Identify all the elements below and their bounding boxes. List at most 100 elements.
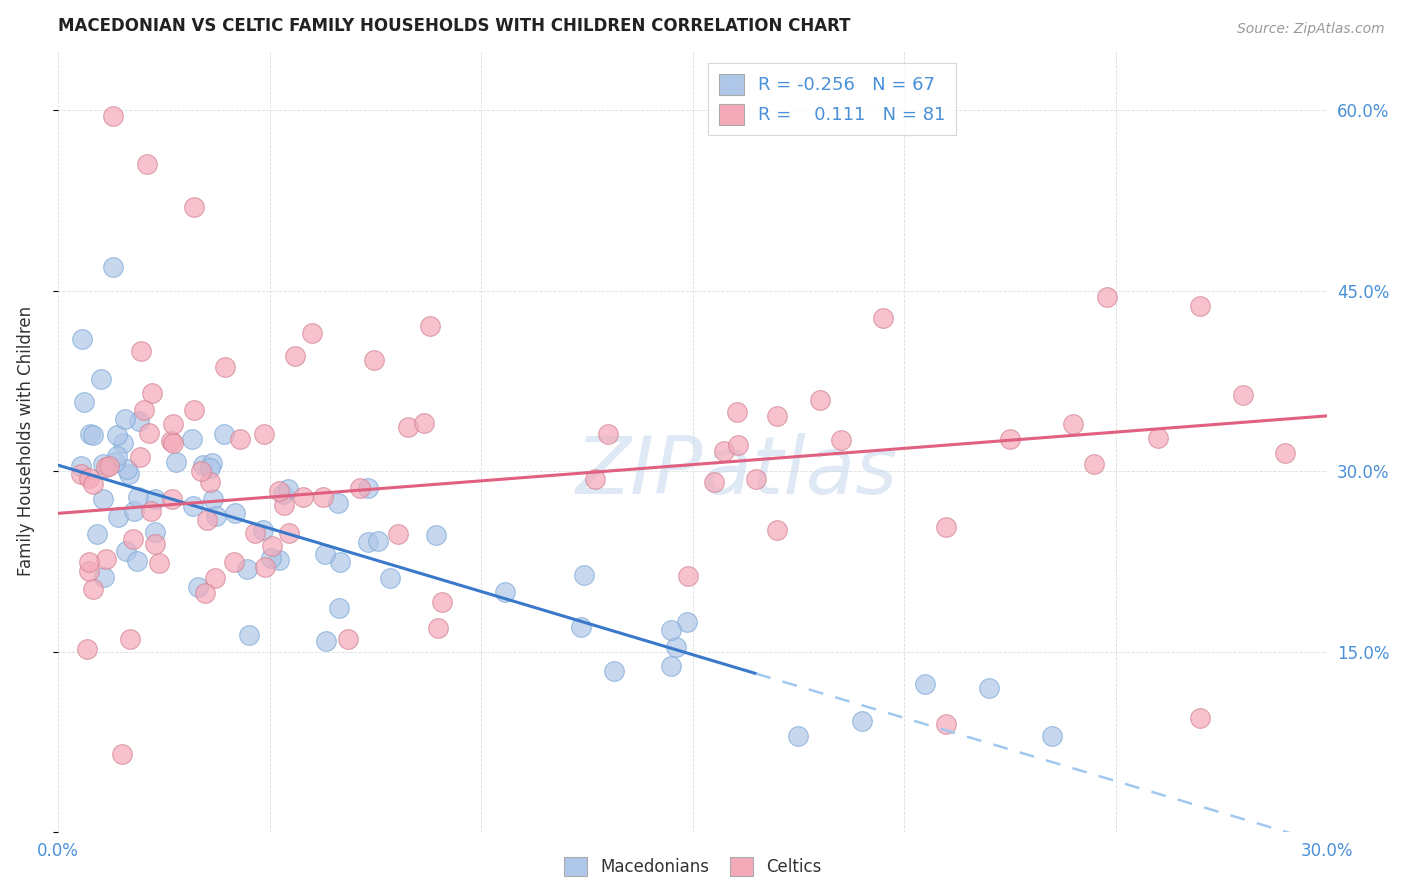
- Point: [148, 556, 170, 570]
- Point: [598, 426, 620, 441]
- Point: [96, 552, 118, 566]
- Text: Source: ZipAtlas.com: Source: ZipAtlas.com: [1237, 22, 1385, 37]
- Point: [105, 428, 128, 442]
- Point: [77, 556, 100, 570]
- Point: [79, 471, 101, 485]
- Point: [195, 513, 218, 527]
- Point: [138, 425, 160, 440]
- Point: [181, 500, 204, 514]
- Point: [678, 568, 700, 582]
- Point: [267, 553, 290, 567]
- Point: [70, 332, 93, 346]
- Point: [312, 490, 335, 504]
- Point: [198, 460, 221, 475]
- Point: [107, 510, 129, 524]
- Point: [120, 632, 142, 647]
- Point: [162, 435, 184, 450]
- Point: [326, 496, 349, 510]
- Point: [190, 464, 212, 478]
- Point: [201, 456, 224, 470]
- Point: [1040, 729, 1063, 743]
- Point: [128, 414, 150, 428]
- Point: [659, 623, 682, 637]
- Point: [115, 462, 138, 476]
- Point: [583, 471, 606, 485]
- Point: [603, 665, 626, 679]
- Point: [187, 580, 209, 594]
- Point: [96, 459, 118, 474]
- Point: [212, 427, 235, 442]
- Point: [1147, 432, 1170, 446]
- Point: [118, 467, 141, 482]
- Point: [727, 438, 749, 452]
- Point: [357, 535, 380, 549]
- Point: [271, 487, 294, 501]
- Point: [914, 677, 936, 691]
- Point: [278, 526, 301, 541]
- Point: [86, 526, 108, 541]
- Point: [725, 405, 748, 419]
- Point: [1189, 299, 1212, 313]
- Text: MACEDONIAN VS CELTIC FAMILY HOUSEHOLDS WITH CHILDREN CORRELATION CHART: MACEDONIAN VS CELTIC FAMILY HOUSEHOLDS W…: [58, 17, 851, 35]
- Point: [1062, 417, 1084, 432]
- Point: [665, 640, 688, 654]
- Point: [413, 416, 436, 430]
- Point: [77, 564, 100, 578]
- Point: [243, 525, 266, 540]
- Point: [396, 420, 419, 434]
- Point: [367, 533, 389, 548]
- Point: [238, 627, 260, 641]
- Point: [132, 402, 155, 417]
- Point: [659, 659, 682, 673]
- Point: [160, 434, 183, 449]
- Point: [141, 386, 163, 401]
- Point: [766, 409, 789, 424]
- Point: [193, 586, 215, 600]
- Point: [291, 490, 314, 504]
- Point: [128, 450, 150, 465]
- Point: [1095, 290, 1118, 304]
- Point: [143, 491, 166, 506]
- Point: [315, 634, 337, 648]
- Point: [387, 527, 409, 541]
- Point: [267, 484, 290, 499]
- Point: [162, 417, 184, 431]
- Point: [284, 349, 307, 363]
- Point: [103, 455, 125, 469]
- Point: [337, 632, 360, 646]
- Point: [378, 571, 401, 585]
- Point: [419, 318, 441, 333]
- Point: [236, 562, 259, 576]
- Point: [224, 506, 246, 520]
- Point: [572, 568, 595, 582]
- Point: [183, 200, 205, 214]
- Point: [425, 527, 447, 541]
- Point: [127, 491, 149, 505]
- Point: [1189, 711, 1212, 725]
- Point: [363, 352, 385, 367]
- Point: [204, 571, 226, 585]
- Point: [97, 459, 120, 474]
- Point: [82, 582, 104, 596]
- Point: [165, 455, 187, 469]
- Point: [103, 109, 125, 123]
- Point: [349, 481, 371, 495]
- Point: [143, 537, 166, 551]
- Point: [93, 570, 115, 584]
- Point: [229, 433, 252, 447]
- Point: [277, 483, 299, 497]
- Point: [252, 523, 274, 537]
- Point: [1083, 458, 1105, 472]
- Point: [260, 550, 283, 565]
- Point: [125, 554, 148, 568]
- Point: [191, 458, 214, 472]
- Point: [872, 310, 894, 325]
- Point: [70, 458, 93, 473]
- Point: [200, 475, 222, 489]
- Point: [202, 491, 225, 506]
- Point: [124, 504, 146, 518]
- Point: [254, 560, 277, 574]
- Point: [703, 475, 725, 489]
- Point: [1232, 388, 1254, 402]
- Y-axis label: Family Households with Children: Family Households with Children: [17, 306, 35, 576]
